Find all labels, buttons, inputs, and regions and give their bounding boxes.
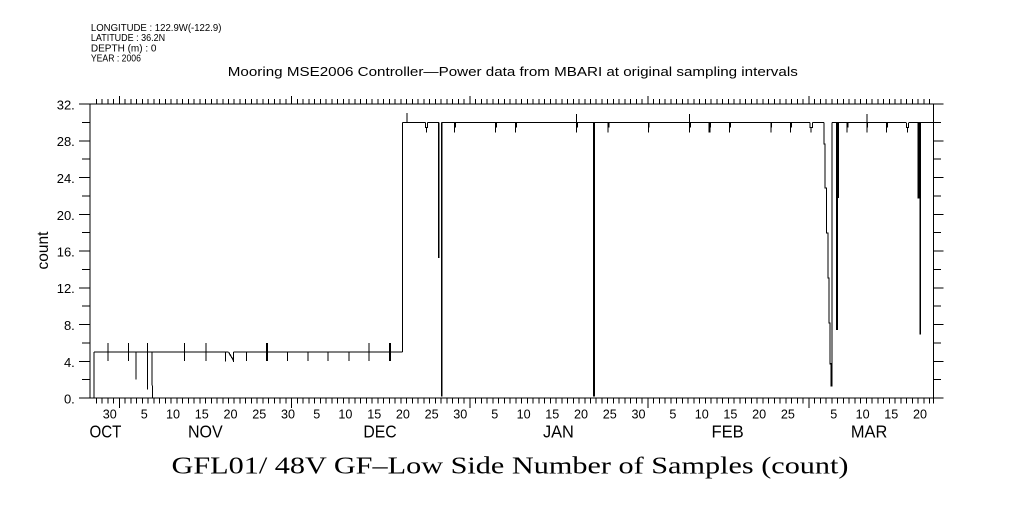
- svg-text:NOV: NOV: [188, 422, 223, 442]
- svg-text:count: count: [35, 231, 52, 270]
- svg-text:5: 5: [141, 407, 148, 421]
- svg-text:8.: 8.: [64, 318, 75, 333]
- svg-text:5: 5: [669, 407, 676, 421]
- svg-text:12.: 12.: [57, 281, 75, 296]
- svg-text:FEB: FEB: [711, 422, 743, 442]
- svg-text:20: 20: [574, 407, 588, 421]
- svg-text:20: 20: [913, 407, 927, 421]
- svg-text:32.: 32.: [57, 98, 75, 113]
- svg-text:0.: 0.: [64, 392, 75, 407]
- svg-text:5: 5: [830, 407, 837, 421]
- svg-text:30: 30: [281, 407, 295, 421]
- svg-text:25: 25: [425, 407, 439, 421]
- svg-text:DEPTH (m) : 0: DEPTH (m) : 0: [91, 43, 157, 54]
- svg-text:15: 15: [723, 407, 737, 421]
- svg-text:24.: 24.: [57, 171, 75, 186]
- svg-text:30: 30: [631, 407, 645, 421]
- svg-text:10: 10: [856, 407, 870, 421]
- svg-text:4.: 4.: [64, 355, 75, 370]
- svg-text:15: 15: [884, 407, 898, 421]
- svg-text:15: 15: [545, 407, 559, 421]
- svg-text:5: 5: [313, 407, 320, 421]
- svg-text:JAN: JAN: [543, 422, 574, 442]
- svg-text:20.: 20.: [57, 208, 75, 223]
- svg-text:MAR: MAR: [851, 422, 887, 442]
- svg-text:15: 15: [367, 407, 381, 421]
- svg-text:YEAR : 2006: YEAR : 2006: [91, 53, 141, 64]
- svg-text:10: 10: [338, 407, 352, 421]
- svg-text:30: 30: [453, 407, 467, 421]
- svg-text:25: 25: [252, 407, 266, 421]
- svg-text:30: 30: [103, 407, 117, 421]
- svg-text:Mooring MSE2006 Controller—Pow: Mooring MSE2006 Controller—Power data fr…: [228, 64, 799, 79]
- svg-text:10: 10: [166, 407, 180, 421]
- svg-text:DEC: DEC: [363, 422, 396, 442]
- svg-text:LONGITUDE : 122.9W(-122.9): LONGITUDE : 122.9W(-122.9): [91, 23, 222, 34]
- svg-text:25: 25: [781, 407, 795, 421]
- svg-text:25: 25: [603, 407, 617, 421]
- svg-text:10: 10: [517, 407, 531, 421]
- svg-text:10: 10: [695, 407, 709, 421]
- svg-text:15: 15: [195, 407, 209, 421]
- svg-text:LATITUDE : 36.2N: LATITUDE : 36.2N: [91, 33, 165, 44]
- svg-text:GFL01/ 48V GF–Low Side Number: GFL01/ 48V GF–Low Side Number of Samples…: [172, 452, 849, 479]
- svg-text:28.: 28.: [57, 134, 75, 149]
- svg-text:OCT: OCT: [89, 422, 121, 442]
- svg-text:20: 20: [223, 407, 237, 421]
- svg-text:16.: 16.: [57, 245, 75, 260]
- svg-text:20: 20: [752, 407, 766, 421]
- svg-text:5: 5: [491, 407, 498, 421]
- svg-text:20: 20: [396, 407, 410, 421]
